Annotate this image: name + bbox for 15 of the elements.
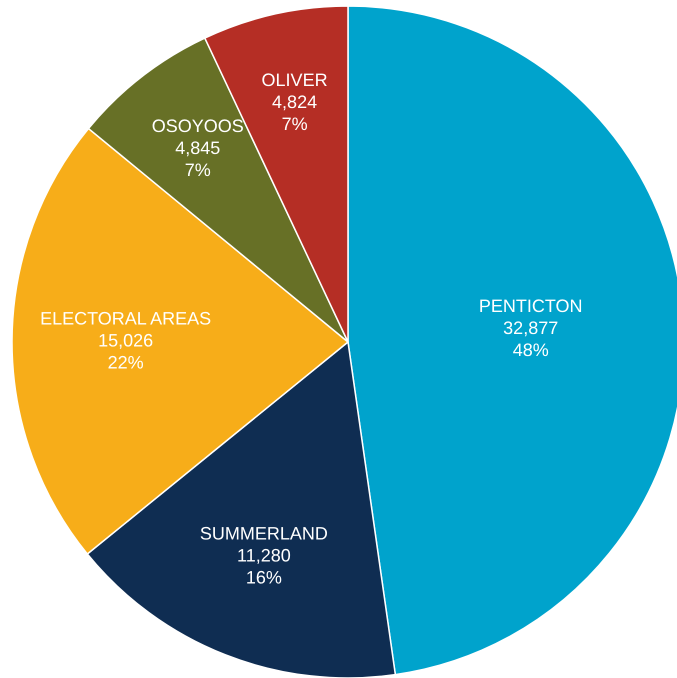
slice-label: ELECTORAL AREAS [40, 308, 212, 328]
text: 7% [282, 114, 308, 134]
slice-label: OSOYOOS [152, 116, 244, 136]
text: 22% [108, 352, 144, 372]
slice-label: SUMMERLAND [200, 523, 328, 544]
data-label: 11,280 [237, 545, 291, 566]
slice-label: PENTICTON [478, 296, 583, 316]
data-label: 4,824 [272, 92, 318, 112]
text: 16% [246, 567, 282, 588]
data-label: 15,026 [98, 330, 154, 350]
text: 48% [512, 340, 549, 360]
data-label: 4,845 [175, 138, 220, 158]
text: 7% [184, 160, 211, 180]
data-label: 32,877 [503, 318, 558, 338]
slice-label: OLIVER [262, 70, 328, 90]
